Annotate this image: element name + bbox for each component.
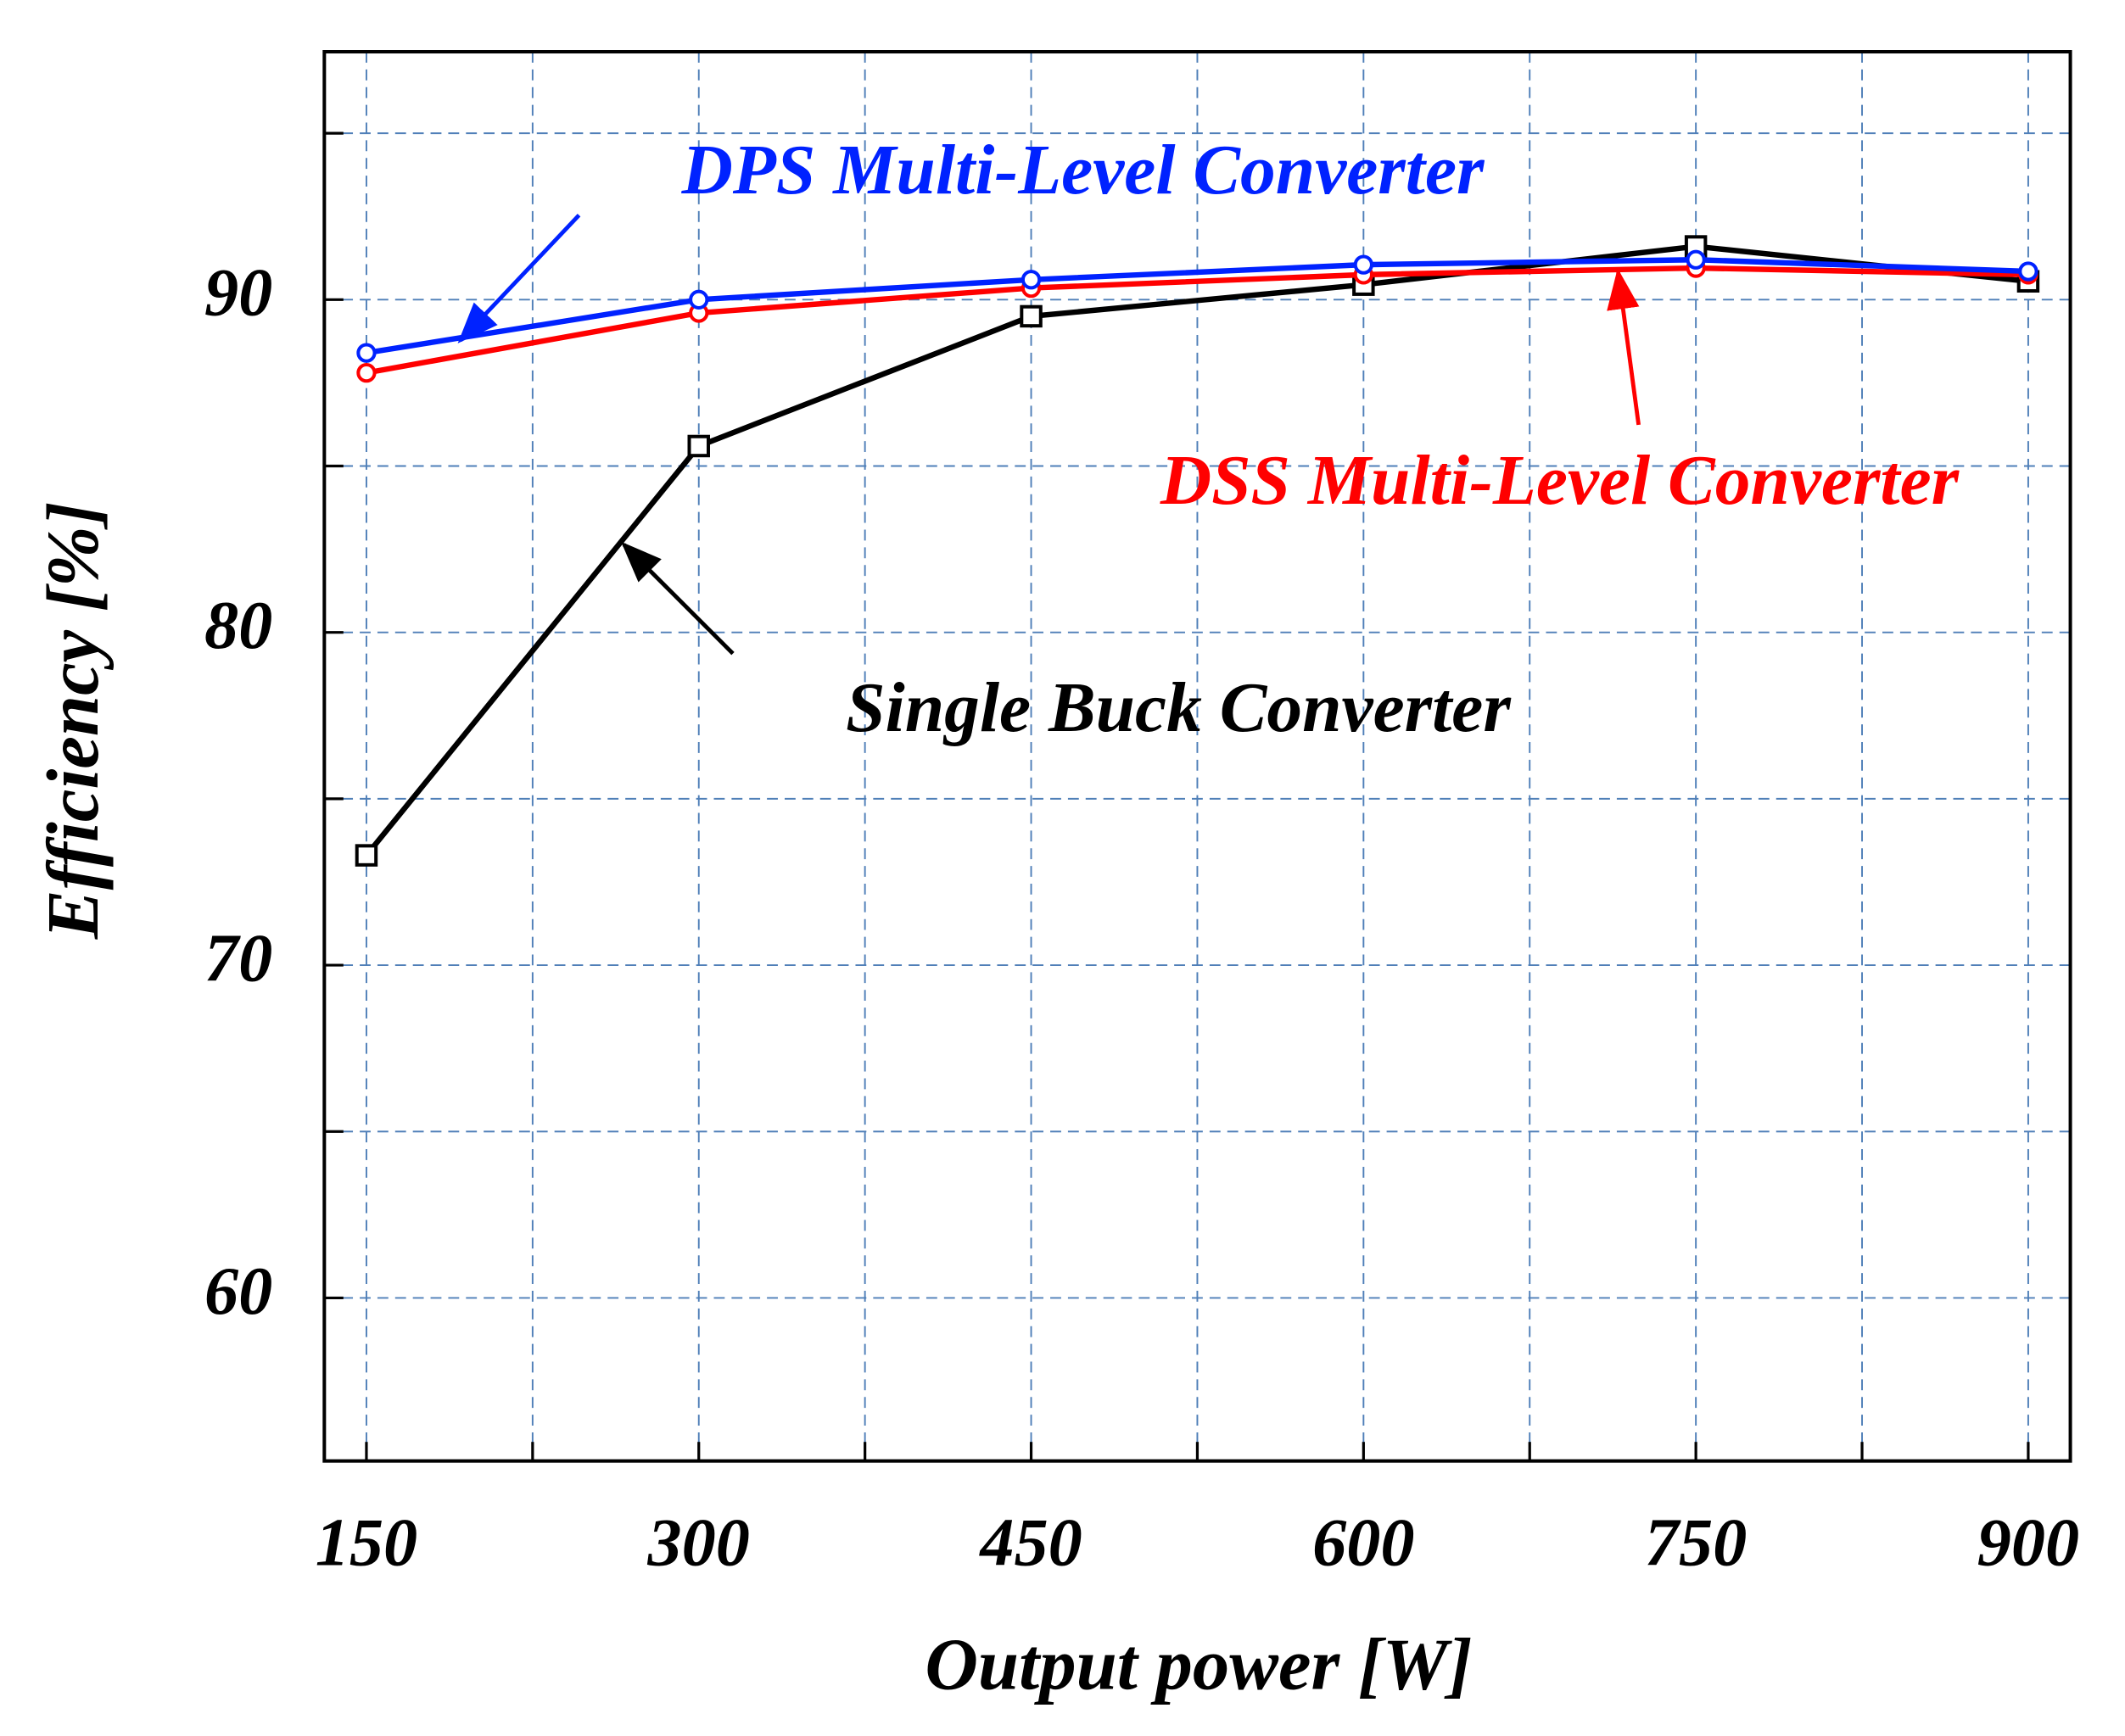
plot-frame	[322, 50, 2072, 1463]
y-tick-label: 80	[204, 588, 272, 663]
marker	[1021, 270, 1042, 290]
marker	[356, 363, 377, 383]
marker	[687, 434, 710, 458]
annotation-arrow	[1607, 268, 1641, 426]
y-axis-label: Efficiency [%]	[32, 501, 114, 940]
y-tick-label: 90	[204, 255, 272, 331]
x-tick-label: 600	[1312, 1504, 1414, 1580]
x-tick-label: 900	[1977, 1504, 2079, 1580]
marker	[356, 343, 377, 363]
series-line	[366, 265, 2029, 376]
series-line	[366, 257, 2029, 356]
y-tick-label: 60	[204, 1253, 272, 1329]
x-tick-label: 450	[978, 1504, 1082, 1580]
series-annotation: DSS Multi-Level Converter	[1160, 442, 1960, 520]
marker	[1686, 249, 1706, 270]
marker	[1020, 304, 1043, 328]
series-annotation: Single Buck Converter	[846, 669, 1512, 747]
plot-area	[355, 235, 2040, 867]
marker	[689, 289, 709, 310]
y-tick-label: 70	[204, 920, 272, 996]
x-tick-label: 150	[316, 1504, 417, 1580]
marker	[1353, 254, 1373, 275]
annotation-arrow	[621, 541, 735, 656]
series-line	[364, 243, 2029, 857]
x-tick-label: 750	[1645, 1504, 1747, 1580]
series-annotation: DPS Multi-Level Converter	[681, 131, 1485, 209]
x-axis-label: Output power [W]	[925, 1623, 1472, 1705]
marker	[355, 844, 378, 867]
annotation-arrow	[457, 214, 581, 343]
marker	[2018, 261, 2038, 282]
x-tick-label: 300	[647, 1504, 750, 1580]
